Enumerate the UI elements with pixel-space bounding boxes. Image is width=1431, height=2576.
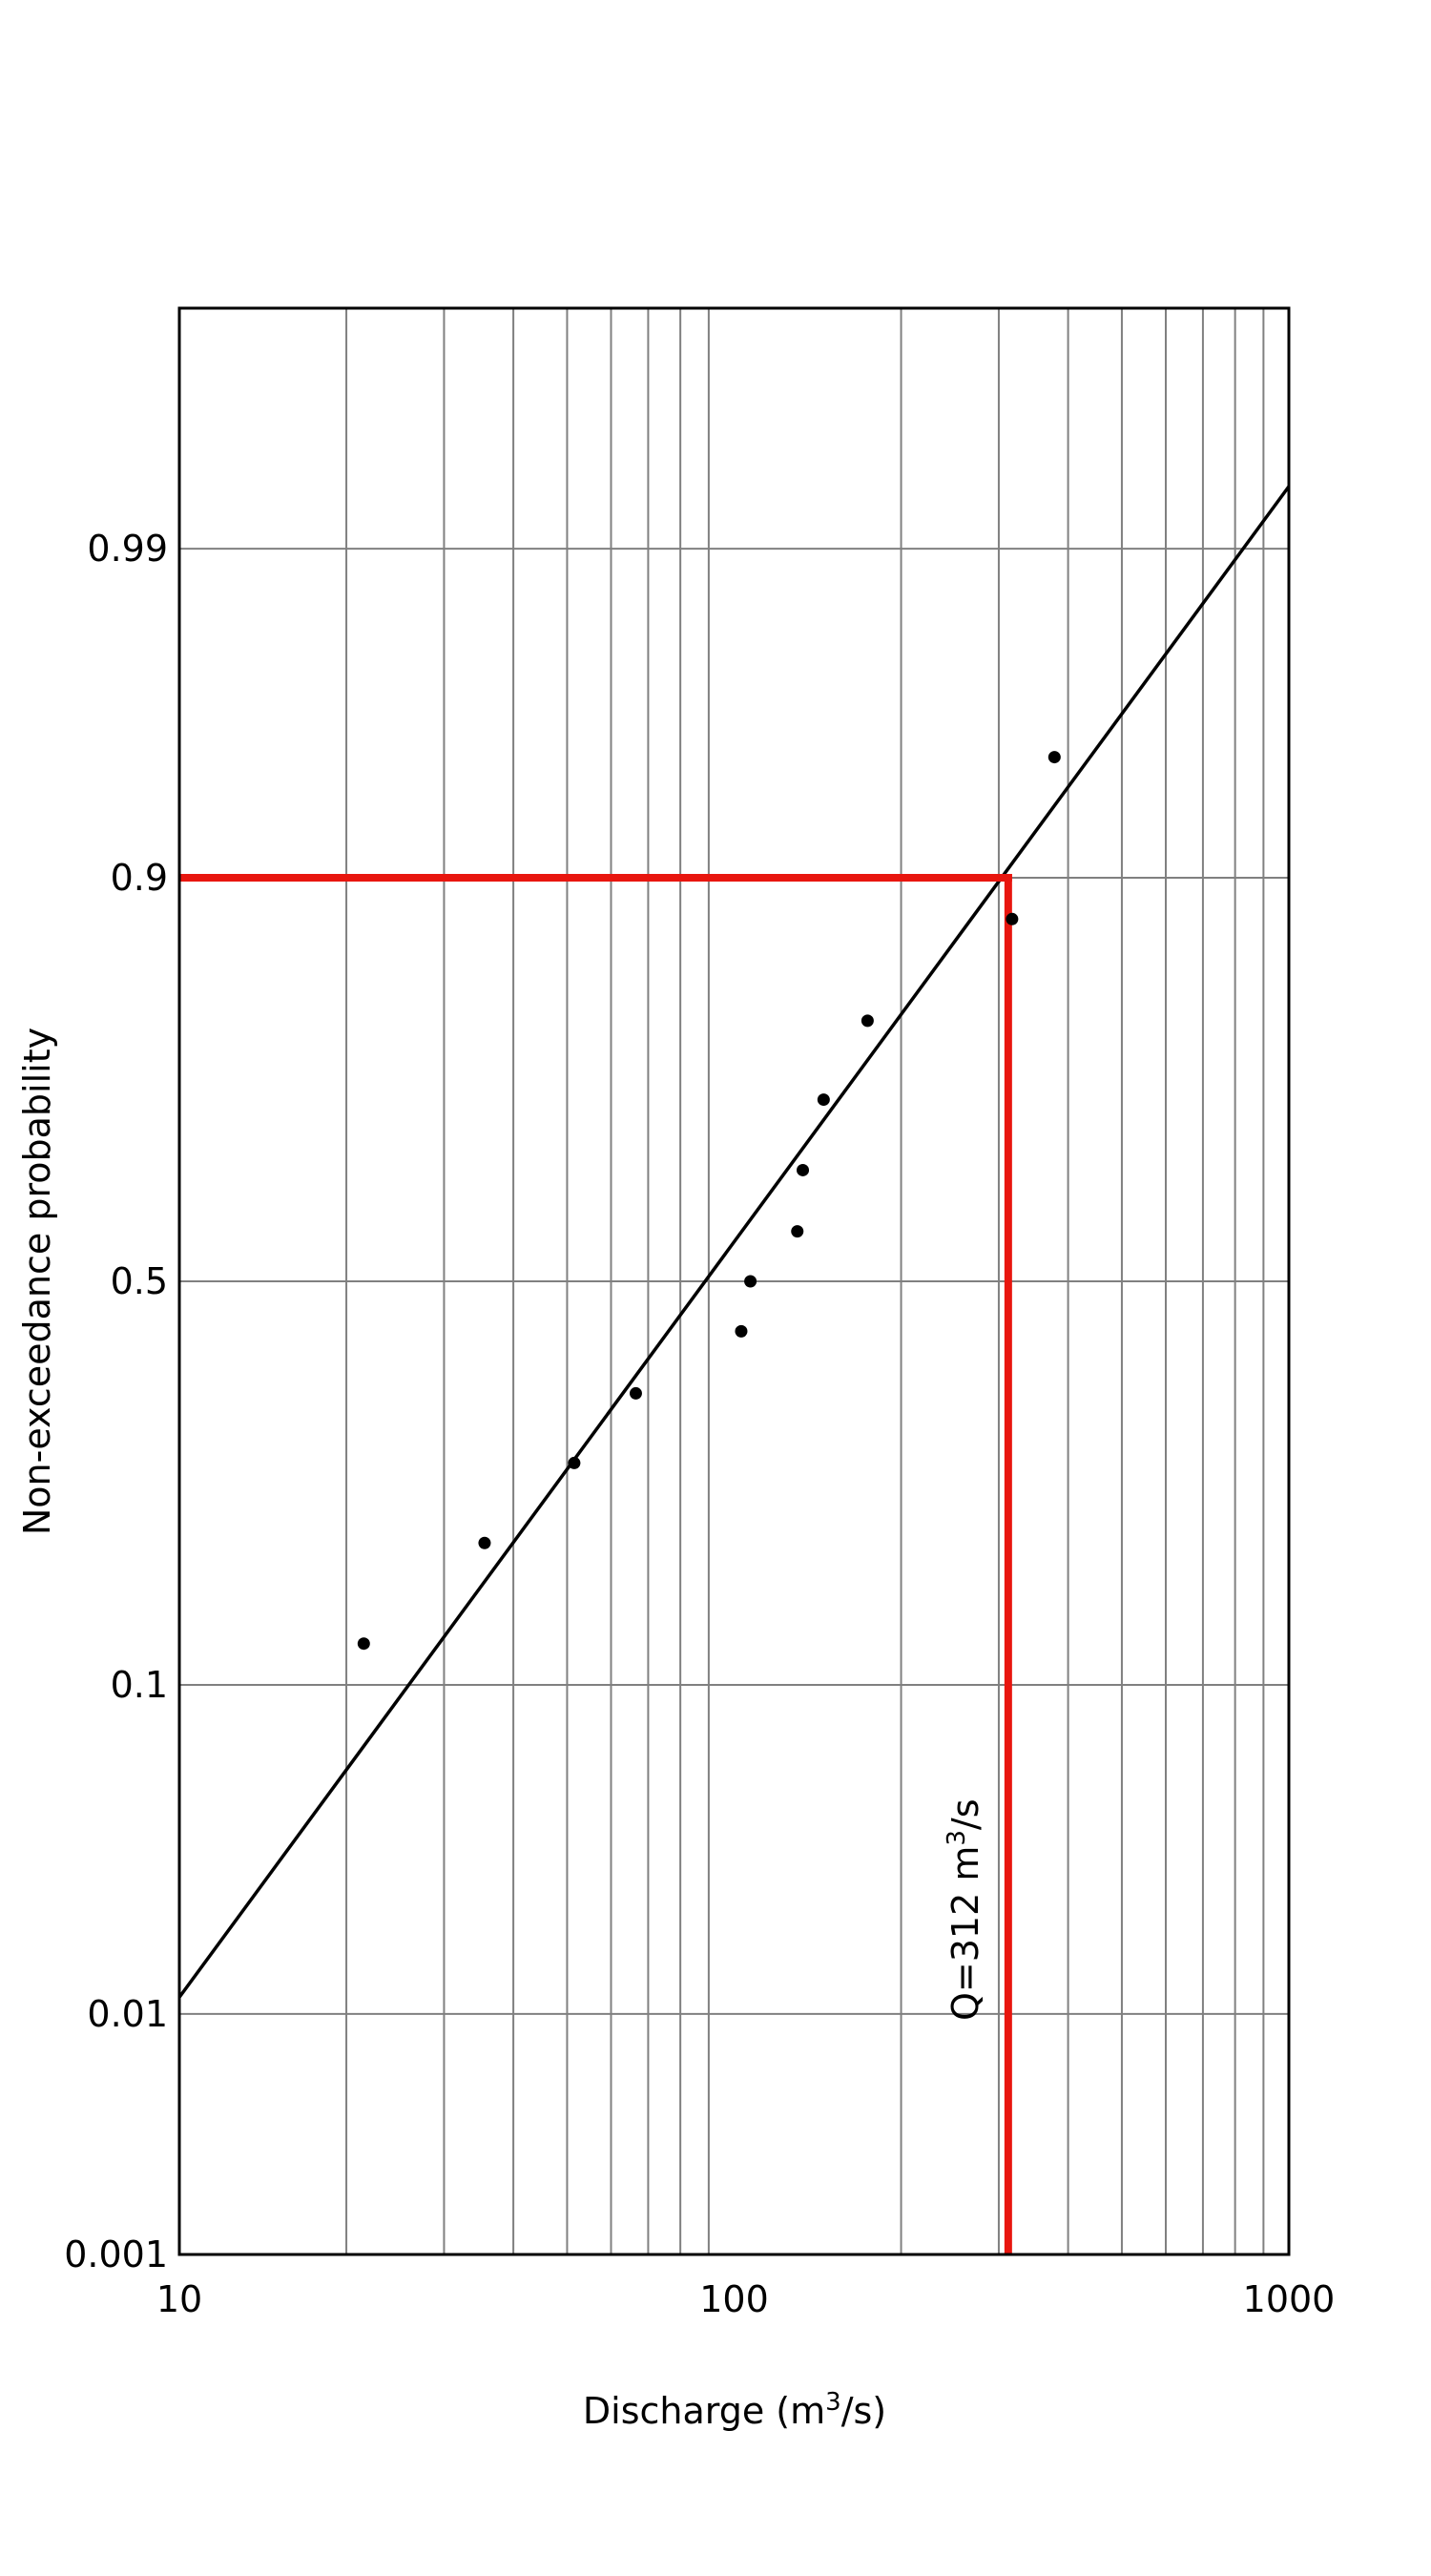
discharge-annotation-suffix: /s	[944, 1798, 986, 1830]
y-tick-label: 0.001	[64, 2233, 168, 2275]
data-point	[629, 1386, 642, 1400]
data-point	[357, 1637, 370, 1651]
y-tick-label: 0.5	[111, 1260, 168, 1302]
x-axis-title-sup: 3	[825, 2388, 841, 2417]
data-point	[568, 1456, 581, 1469]
data-point	[1047, 751, 1061, 764]
data-point	[861, 1014, 874, 1028]
plot-area	[177, 485, 1291, 2254]
data-point	[478, 1536, 491, 1549]
data-point	[817, 1093, 830, 1107]
x-tick-label: 100	[699, 2278, 769, 2320]
data-point	[1006, 912, 1019, 925]
y-tick-labels: 0.001 0.01 0.1 0.5 0.9 0.99	[64, 528, 168, 2275]
x-tick-label: 10	[156, 2278, 202, 2320]
grid	[179, 308, 1289, 2254]
fit-line	[177, 485, 1291, 1999]
data-point	[797, 1163, 810, 1176]
discharge-annotation-sup: 3	[943, 1830, 971, 1846]
discharge-annotation-prefix: Q=312 m	[944, 1846, 986, 2021]
data-point	[735, 1324, 748, 1338]
data-point	[791, 1225, 804, 1238]
x-axis-title: Discharge (m3/s)	[583, 2388, 886, 2432]
y-tick-label: 0.1	[111, 1664, 168, 1706]
x-axis-title-suffix: /s)	[841, 2390, 886, 2432]
x-tick-label: 1000	[1243, 2278, 1336, 2320]
y-tick-label: 0.01	[87, 1993, 168, 2035]
data-point	[744, 1275, 757, 1288]
x-tick-labels: 10 100 1000	[156, 2278, 1336, 2320]
plot-frame	[177, 306, 1291, 2256]
y-tick-label: 0.9	[111, 857, 168, 899]
y-tick-label: 0.99	[87, 528, 168, 570]
y-axis-title: Non-exceedance probability	[16, 1028, 58, 1535]
x-axis-title-prefix: Discharge (m	[583, 2390, 825, 2432]
discharge-annotation: Q=312 m3/s	[943, 1798, 986, 2021]
